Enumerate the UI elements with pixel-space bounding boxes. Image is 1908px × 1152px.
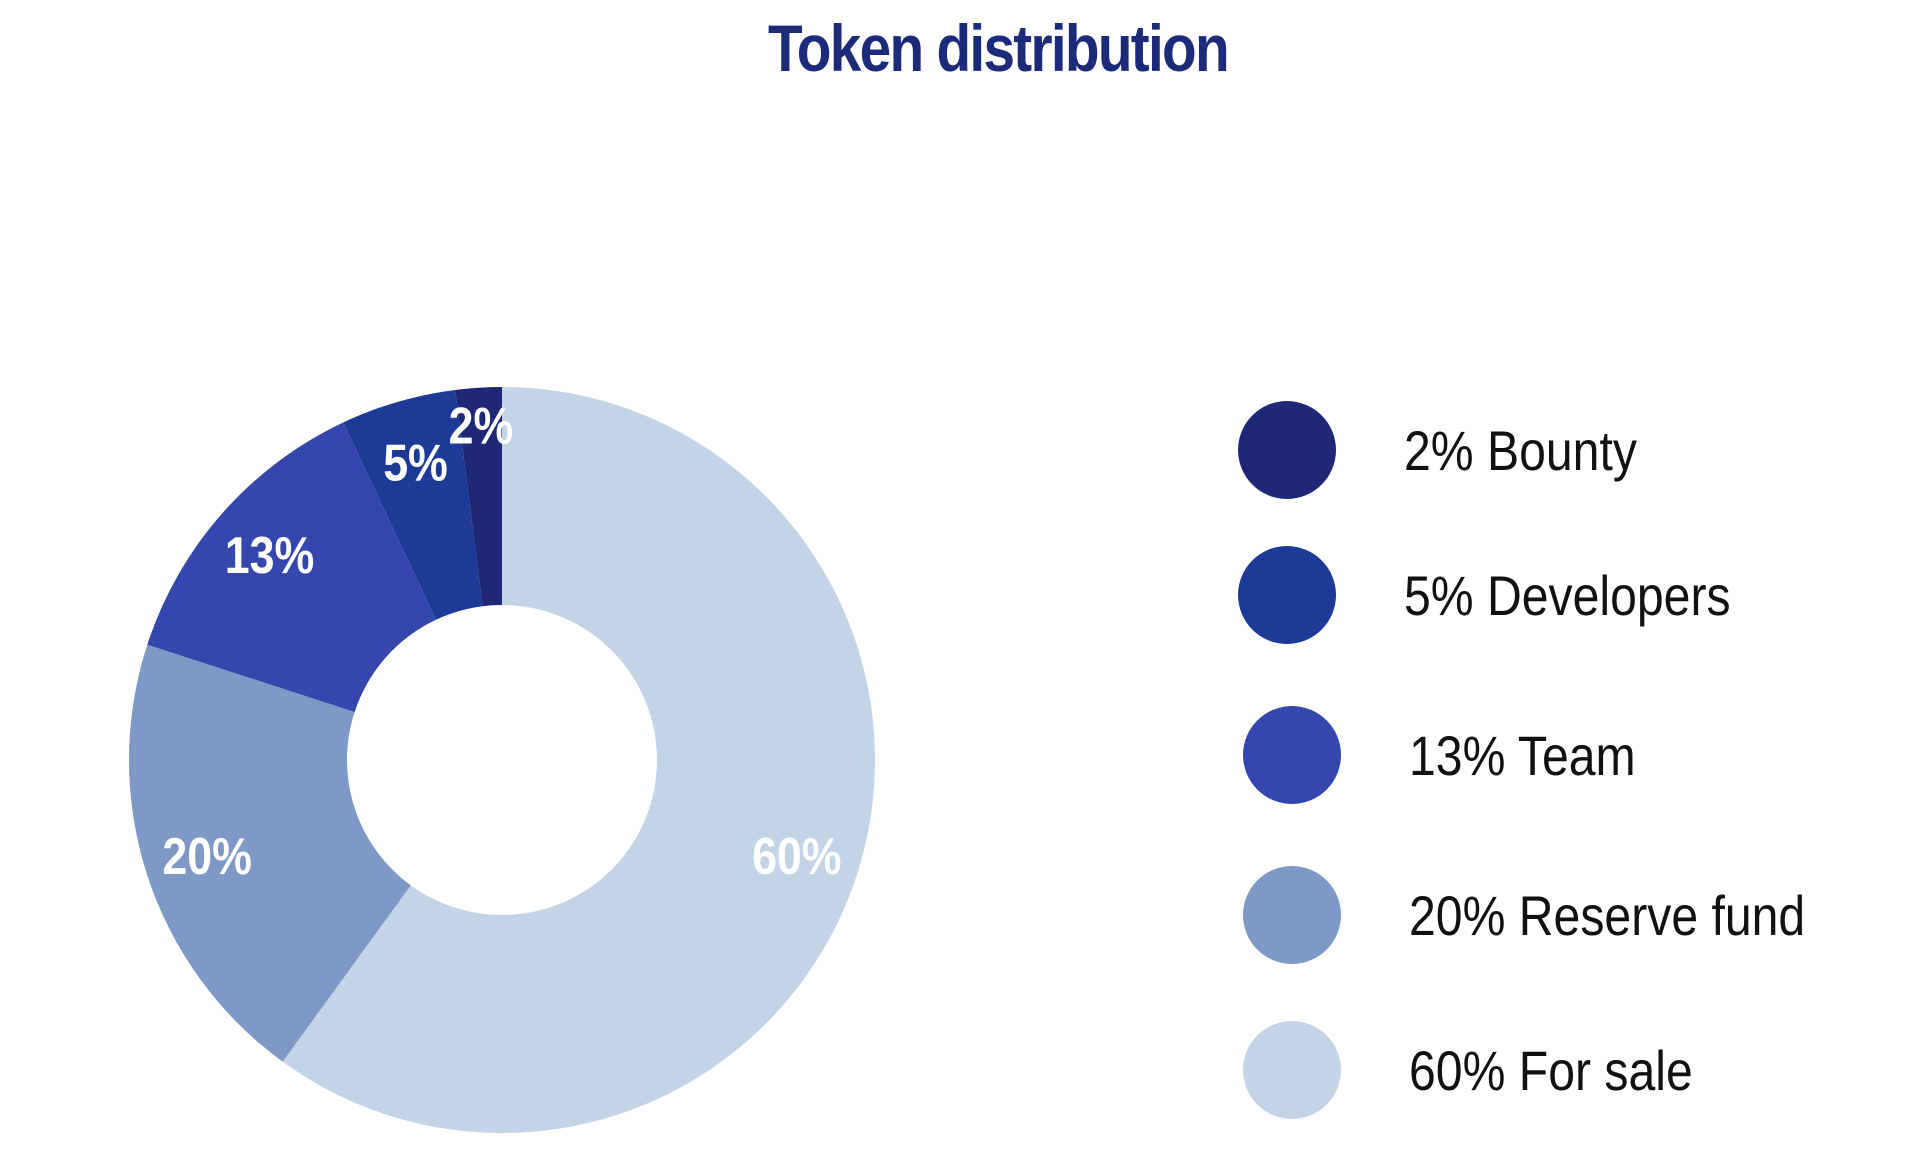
slice-label-reserve-fund: 20% xyxy=(162,828,251,886)
legend-swatch xyxy=(1243,706,1341,804)
slice-label-team: 13% xyxy=(225,527,314,585)
legend-item-developers: 5% Developers xyxy=(1238,545,1784,645)
slice-developers xyxy=(343,389,483,620)
legend-label: 60% For sale xyxy=(1409,1038,1693,1102)
legend-swatch xyxy=(1238,546,1336,644)
legend-swatch xyxy=(1243,866,1341,964)
slice-reserve-fund xyxy=(128,644,411,1062)
legend-item-for-sale: 60% For sale xyxy=(1243,1020,1739,1120)
legend-swatch xyxy=(1238,401,1336,499)
donut-slices xyxy=(128,387,876,1133)
legend-label: 5% Developers xyxy=(1404,563,1731,627)
slice-bounty xyxy=(455,387,502,607)
chart-title: Token distribution xyxy=(768,11,1230,85)
slice-label-developers: 5% xyxy=(383,434,448,492)
slice-label-bounty: 2% xyxy=(449,398,514,456)
legend-label: 13% Team xyxy=(1409,723,1636,787)
slice-label-for-sale: 60% xyxy=(752,828,841,886)
slice-team xyxy=(147,422,437,713)
legend-swatch xyxy=(1243,1021,1341,1119)
legend-item-bounty: 2% Bounty xyxy=(1238,400,1675,500)
legend-item-reserve-fund: 20% Reserve fund xyxy=(1243,865,1870,965)
slice-labels: 2%5% 13% 20% 60% xyxy=(162,398,841,886)
legend-item-team: 13% Team xyxy=(1243,705,1673,805)
legend-label: 20% Reserve fund xyxy=(1409,883,1806,947)
slice-for-sale xyxy=(282,387,876,1133)
legend-label: 2% Bounty xyxy=(1404,418,1637,482)
